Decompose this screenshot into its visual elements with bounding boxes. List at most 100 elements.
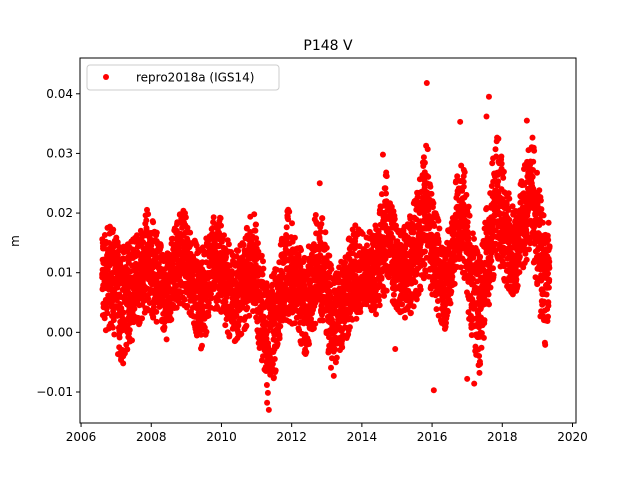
data-point (495, 178, 502, 185)
data-point-outlier (457, 118, 464, 125)
data-point (332, 359, 339, 366)
data-point (208, 295, 215, 302)
data-point (469, 230, 476, 237)
data-point (546, 265, 553, 271)
y-tick-label: 0.01 (46, 266, 73, 280)
data-point (222, 322, 229, 329)
data-point (198, 331, 205, 338)
data-point (538, 206, 545, 213)
data-point (413, 271, 420, 278)
data-point (449, 273, 456, 280)
chart-title: P148 V (303, 38, 353, 54)
data-point (427, 183, 434, 190)
data-point (168, 316, 175, 323)
data-point (378, 275, 385, 282)
data-point (226, 331, 233, 338)
data-point (285, 216, 292, 223)
data-point (410, 303, 417, 310)
data-point (506, 195, 513, 202)
data-point (486, 301, 492, 308)
data-point (465, 203, 472, 210)
data-point (328, 364, 334, 371)
data-point (460, 178, 467, 185)
data-point (424, 146, 431, 153)
x-tick-label: 2008 (136, 430, 167, 444)
data-point (297, 263, 304, 270)
data-point (495, 135, 502, 142)
data-point (260, 258, 266, 265)
data-point (276, 335, 283, 342)
data-point (476, 353, 483, 359)
data-point (331, 346, 338, 353)
data-point (320, 317, 327, 324)
data-point (222, 298, 229, 305)
data-point (539, 219, 546, 226)
data-point (346, 324, 353, 331)
data-point (537, 197, 544, 204)
data-point (163, 336, 170, 343)
data-point (109, 324, 116, 331)
data-point-outlier (471, 380, 478, 387)
y-tick-label: 0.03 (46, 146, 73, 160)
data-point (490, 272, 497, 278)
data-point (148, 242, 155, 249)
data-point (254, 240, 261, 247)
data-point (140, 239, 147, 246)
data-point (235, 322, 242, 329)
x-tick-label: 2010 (206, 430, 237, 444)
data-point (303, 349, 310, 356)
data-point (383, 173, 390, 180)
data-point (545, 313, 551, 320)
data-point (505, 190, 512, 197)
data-point (252, 227, 259, 234)
data-point (182, 214, 189, 221)
data-point (215, 297, 222, 304)
data-point (514, 282, 521, 289)
data-point (487, 284, 494, 291)
data-point (181, 296, 188, 303)
data-point (271, 356, 278, 362)
data-point (445, 308, 451, 315)
data-point-outlier (485, 93, 492, 100)
data-point (545, 284, 552, 291)
data-point-outlier (330, 372, 337, 379)
data-point (153, 308, 160, 315)
data-point (243, 224, 250, 231)
data-point (322, 229, 329, 236)
data-point (289, 220, 295, 227)
data-point-outlier (264, 399, 271, 406)
data-point (184, 224, 191, 231)
y-axis-label: m (8, 235, 22, 247)
data-point (342, 259, 349, 266)
data-point (247, 255, 254, 262)
data-point (253, 235, 260, 242)
data-point-outlier (476, 369, 483, 376)
data-point (238, 330, 245, 337)
data-point (277, 323, 284, 330)
x-tick-label: 2018 (487, 430, 518, 444)
data-point (244, 304, 251, 311)
data-point (435, 217, 442, 224)
data-point (196, 323, 202, 330)
data-point (143, 217, 150, 224)
data-point (272, 367, 279, 374)
y-tick-label: 0.02 (46, 206, 73, 220)
data-point (463, 191, 470, 198)
data-point (104, 310, 111, 317)
data-point (260, 313, 267, 320)
data-point (233, 312, 240, 319)
data-point (421, 261, 428, 268)
data-point (328, 266, 335, 273)
data-point (460, 183, 467, 190)
data-point (312, 320, 319, 327)
data-point (190, 271, 197, 278)
data-point-outlier (392, 346, 399, 353)
data-point (422, 248, 428, 255)
data-point-outlier (430, 387, 437, 394)
data-point (317, 229, 324, 235)
data-point (218, 222, 224, 229)
data-point (477, 253, 484, 260)
data-point (543, 291, 550, 298)
data-point (178, 289, 184, 296)
